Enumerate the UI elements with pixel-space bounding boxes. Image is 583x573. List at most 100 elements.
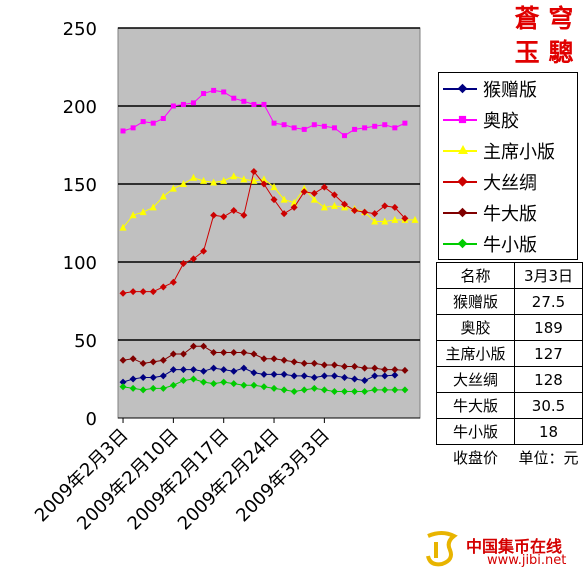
- data-point: [240, 211, 248, 219]
- data-point: [392, 125, 398, 131]
- data-point: [280, 210, 288, 218]
- data-point: [402, 120, 408, 126]
- row-name: 大丝绸: [436, 366, 515, 393]
- x-axis: 2009年2月3日2009年2月10日2009年2月17日2009年2月24日2…: [31, 417, 420, 534]
- legend: 猴赠版 奥胶 主席小版 大丝绸 牛大版 牛小版: [438, 72, 578, 260]
- data-point: [301, 126, 307, 132]
- data-point: [361, 364, 369, 372]
- jibi-logo-icon: [426, 531, 458, 567]
- legend-label: 猴赠版: [483, 79, 537, 101]
- data-point: [320, 183, 328, 191]
- data-point: [200, 247, 208, 255]
- data-point: [149, 373, 157, 381]
- data-point: [119, 383, 127, 391]
- data-point: [230, 207, 238, 215]
- data-point: [391, 366, 399, 374]
- data-point: [230, 348, 238, 356]
- data-point: [310, 384, 318, 392]
- footer-unit: 单位：元: [518, 449, 579, 467]
- data-point: [361, 377, 369, 385]
- data-point: [221, 89, 227, 95]
- data-point: [129, 211, 137, 219]
- series-4: [119, 342, 409, 374]
- data-point: [260, 383, 268, 391]
- site-name: 中国集币在线: [466, 537, 563, 556]
- plot-area: [117, 27, 421, 419]
- data-point: [149, 288, 157, 296]
- data-point: [341, 387, 348, 395]
- data-point: [240, 364, 248, 372]
- table-row: 主席小版 127: [436, 340, 583, 367]
- series-5: [119, 375, 409, 395]
- row-price: 128: [513, 366, 583, 393]
- data-point: [220, 378, 228, 386]
- legend-sample: [439, 135, 483, 166]
- data-point: [320, 361, 328, 369]
- data-point: [381, 202, 389, 210]
- series-0: [119, 364, 399, 386]
- brand-line-2: 玉 驄: [514, 38, 574, 67]
- legend-sample: [439, 104, 483, 135]
- data-point: [159, 384, 167, 392]
- data-point: [240, 348, 248, 356]
- table-row: 奥胶 189: [436, 314, 583, 341]
- data-point: [290, 203, 298, 211]
- legend-sample: [439, 166, 483, 197]
- data-point: [200, 176, 208, 184]
- data-point: [201, 91, 207, 97]
- brand-line-1: 蒼 穹: [514, 4, 574, 33]
- data-point: [149, 358, 157, 366]
- data-point: [331, 125, 337, 131]
- data-point: [190, 173, 197, 181]
- data-point: [190, 342, 197, 350]
- data-point: [342, 133, 347, 139]
- data-point: [139, 386, 147, 394]
- data-point: [119, 289, 127, 297]
- data-point: [191, 100, 196, 106]
- data-point: [150, 120, 156, 126]
- data-point: [149, 203, 157, 211]
- legend-item-hou: 猴赠版: [439, 73, 577, 104]
- data-point: [300, 372, 308, 380]
- data-point: [320, 386, 328, 394]
- data-point: [250, 369, 258, 377]
- data-point: [381, 217, 389, 225]
- data-point: [260, 355, 268, 363]
- data-point: [391, 215, 399, 223]
- data-point: [330, 372, 338, 380]
- data-point: [159, 192, 167, 200]
- data-point: [290, 372, 298, 380]
- data-point: [300, 359, 308, 367]
- legend-item-niuda: 牛大版: [439, 197, 577, 228]
- data-point: [169, 381, 177, 389]
- data-point: [310, 189, 318, 197]
- data-point: [270, 370, 278, 378]
- series-3: [119, 168, 409, 297]
- data-point: [280, 356, 288, 364]
- data-point: [210, 178, 218, 186]
- gridlines: [118, 27, 420, 341]
- data-point: [330, 361, 338, 369]
- data-point: [230, 172, 238, 180]
- data-point: [179, 366, 187, 374]
- data-point: [371, 372, 379, 380]
- row-name: 主席小版: [436, 340, 515, 367]
- data-point: [250, 381, 258, 389]
- legend-label: 牛大版: [483, 203, 537, 225]
- data-point: [190, 375, 197, 383]
- data-point: [341, 200, 348, 208]
- data-point: [351, 207, 359, 215]
- data-point: [371, 210, 379, 218]
- footer-label: 收盘价: [452, 449, 498, 467]
- data-point: [129, 355, 137, 363]
- data-point: [169, 278, 177, 286]
- series-layer: [119, 87, 419, 395]
- row-price: 127: [513, 340, 583, 367]
- data-point: [139, 288, 147, 296]
- data-point: [210, 348, 218, 356]
- data-point: [260, 175, 268, 183]
- data-point: [130, 125, 136, 131]
- y-tick-label: 0: [86, 409, 97, 430]
- data-point: [391, 371, 399, 379]
- data-point: [200, 367, 208, 375]
